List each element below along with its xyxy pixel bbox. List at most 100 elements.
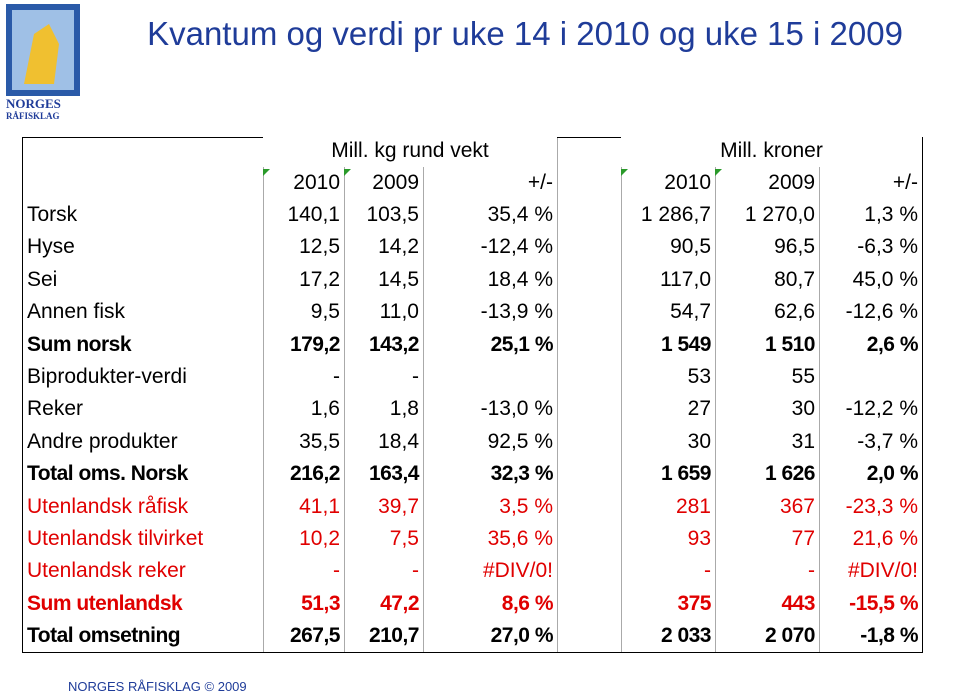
cell: 210,7	[368, 624, 420, 648]
cell: Utenlandsk reker	[27, 559, 186, 583]
cell: 1 549	[660, 332, 712, 356]
cell: 27,0 %	[490, 624, 554, 648]
cell: 117,0	[660, 267, 711, 291]
cell: -12,4 %	[480, 235, 553, 259]
cell: 267,5	[289, 624, 341, 648]
cell: 25,1 %	[490, 332, 554, 356]
comment-marker	[344, 169, 351, 176]
cell: 163,4	[368, 462, 420, 486]
cell: 367	[779, 494, 815, 518]
title: Kvantum og verdi pr uke 14 i 2010 og uke…	[147, 15, 903, 52]
cell: Total omsetning	[27, 624, 181, 648]
cell: -	[333, 365, 340, 388]
grid-line	[819, 138, 820, 652]
column-header: 2010	[293, 171, 340, 194]
cell: Sum norsk	[27, 332, 132, 356]
cell: 18,4	[378, 429, 419, 453]
cell: 77	[791, 527, 815, 550]
footer: NORGES RÅFISKLAG © 2009	[68, 679, 247, 694]
cell: 53	[687, 365, 711, 388]
cell: -12,6 %	[845, 300, 918, 324]
cell: 51,3	[301, 591, 340, 615]
cell: Torsk	[27, 203, 78, 226]
cell: 1 270,0	[744, 203, 815, 226]
cell: -	[412, 559, 419, 583]
cell: 14,5	[378, 267, 419, 291]
comment-marker	[263, 169, 270, 176]
column-header: 2009	[372, 171, 419, 194]
cell: -12,2 %	[845, 397, 918, 421]
cell: 7,5	[389, 527, 419, 550]
cell: -3,7 %	[857, 429, 918, 453]
cell: 12,5	[299, 235, 340, 259]
cell: Total oms. Norsk	[27, 462, 188, 486]
cell: 8,6 %	[501, 591, 554, 615]
cell: 17,2	[299, 267, 340, 291]
cell: 45,0 %	[852, 267, 918, 291]
cell: 3,5 %	[499, 494, 553, 518]
cell: 140,1	[287, 203, 340, 226]
cell: -13,9 %	[480, 300, 553, 324]
cell: 62,6	[774, 300, 815, 324]
column-header: +/-	[892, 171, 918, 194]
cell: 1,3 %	[864, 203, 918, 226]
cell: 179,2	[289, 332, 341, 356]
cell: 18,4 %	[487, 267, 553, 291]
comment-marker	[621, 169, 628, 176]
cell: 2 070	[764, 624, 816, 648]
cell: 32,3 %	[490, 462, 554, 486]
cell: 281	[675, 494, 711, 518]
cell: #DIV/0!	[847, 559, 918, 583]
cell: -23,3 %	[845, 494, 918, 518]
cell: 92,5 %	[487, 429, 553, 453]
cell: 30	[687, 429, 711, 453]
logo-text: RÅFISKLAG	[6, 111, 60, 120]
cell: 1 286,7	[640, 203, 711, 226]
cell: 1 659	[660, 462, 712, 486]
cell: 10,2	[299, 527, 340, 550]
cell: Hyse	[27, 235, 75, 259]
cell: -	[808, 559, 815, 583]
column-header: +/-	[527, 171, 553, 194]
cell: 2,6 %	[866, 332, 919, 356]
cell: 375	[677, 591, 711, 615]
cell: 41,1	[299, 494, 340, 518]
cell: 2,0 %	[866, 462, 919, 486]
cell: -	[333, 559, 340, 583]
column-header: 2010	[664, 171, 711, 194]
cell: 443	[781, 591, 815, 615]
cell: Sum utenlandsk	[27, 591, 183, 615]
cell: 21,6 %	[852, 527, 918, 550]
cell: Utenlandsk råfisk	[27, 494, 189, 518]
cell: 1 510	[764, 332, 816, 356]
grid-line	[621, 138, 622, 652]
cell: 96,5	[774, 235, 815, 259]
cell: 2 033	[660, 624, 712, 648]
table: Mill. kg rund vekt Mill. kroner 2010 2009 +/…	[22, 135, 923, 653]
cell: 80,7	[774, 267, 815, 291]
cell: 27	[687, 397, 711, 421]
cell: 103,5	[366, 203, 419, 226]
cell: Sei	[27, 267, 58, 291]
group-header: Mill. kroner	[621, 135, 922, 167]
cell: -	[704, 559, 711, 583]
grid-line	[715, 138, 716, 652]
cell: Reker	[27, 397, 84, 421]
cell: 14,2	[378, 235, 419, 259]
cell: 1 626	[764, 462, 816, 486]
cell: #DIV/0!	[482, 559, 553, 583]
grid-line	[557, 138, 558, 652]
cell: 90,5	[670, 235, 711, 259]
cell: Andre produkter	[27, 429, 178, 453]
cell: 55	[791, 365, 815, 388]
logo-text: NORGES	[6, 96, 61, 111]
cell: 35,6 %	[487, 527, 553, 550]
cell: 216,2	[289, 462, 341, 486]
cell: -13,0 %	[480, 397, 553, 421]
grid-line	[344, 138, 345, 652]
cell: 35,5	[299, 429, 340, 453]
cell: 11,0	[379, 300, 419, 324]
cell: Utenlandsk tilvirket	[27, 527, 204, 550]
grid-line	[423, 138, 424, 652]
